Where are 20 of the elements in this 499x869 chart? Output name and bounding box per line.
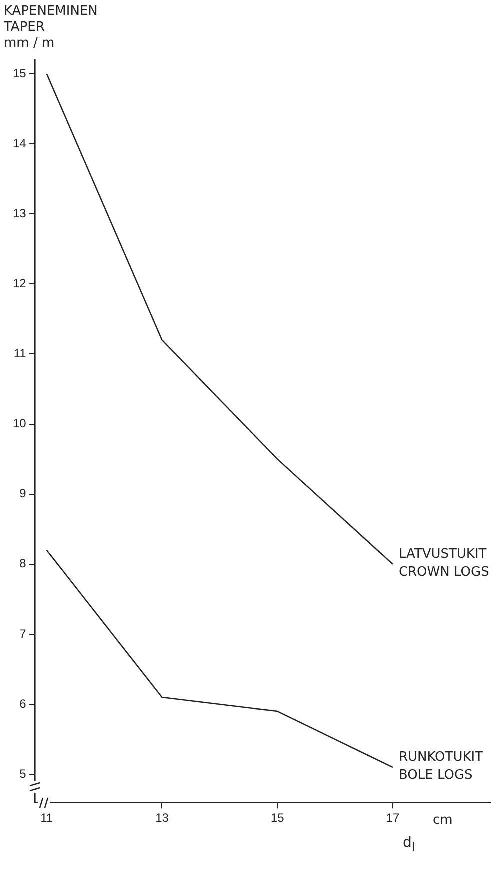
x-tick-label: 17 [386,811,400,826]
y-tick-label: 6 [20,696,27,711]
y-axis-title: KAPENEMINEN TAPER mm / m [4,4,98,52]
y-tick-label: 7 [20,626,27,641]
x-tick-label: 13 [156,811,170,826]
y-tick-label: 10 [12,416,27,431]
x-tick-label: 15 [270,811,285,826]
x-tick-label: 11 [40,811,54,826]
series-label: RUNKOTUKIT BOLE LOGS [398,750,484,783]
y-tick-label: 11 [14,346,27,361]
x-axis-title: d$_{l}$ [402,834,416,854]
y-tick-label: 5 [20,766,27,781]
text: cm [432,812,453,828]
y-tick-label: 8 [20,556,27,571]
y-tick-label: 12 [12,276,27,290]
y-tick-label: 9 [20,486,27,501]
y-tick-label: 15 [12,66,27,80]
y-tick-label: 13 [12,206,27,220]
series-label: LATVUSTUKIT CROWN LOGS [398,546,490,580]
y-tick-label: 14 [12,136,27,150]
